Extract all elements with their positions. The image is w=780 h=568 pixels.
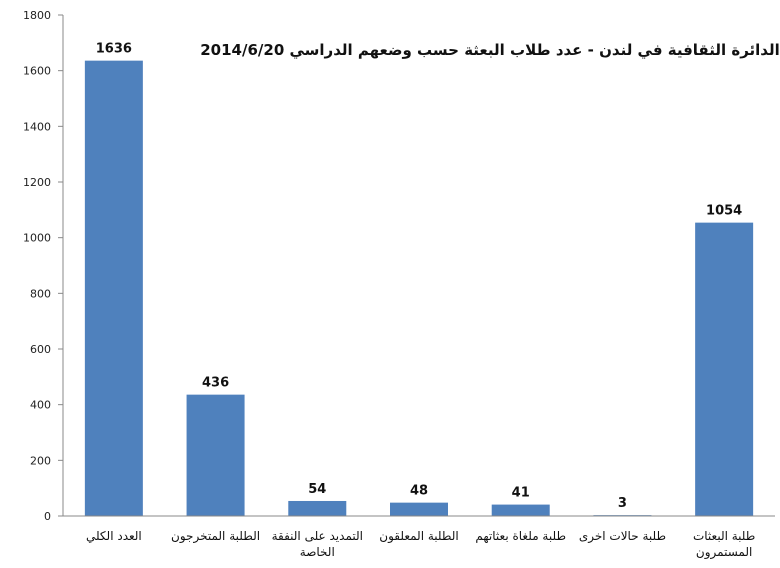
bar (695, 222, 754, 517)
data-label: 1054 (706, 204, 742, 219)
category-label: طلبة ملغاة بعثاتهم (475, 529, 566, 543)
category-label: طلبة البعثات المستمرون (693, 529, 755, 560)
data-label: 436 (202, 376, 229, 391)
bar (84, 60, 143, 516)
y-tick-label: 1200 (23, 176, 51, 189)
x-axis: العدد الكلي الطلبة المتخرجون التمديد على ا… (63, 515, 775, 560)
category-label: الطلبة المتخرجون (171, 529, 260, 544)
category-label: التمديد على النفقة الخاصة (272, 529, 363, 559)
data-label: 1636 (96, 42, 132, 57)
data-label: 54 (308, 482, 326, 497)
bars: 1636 436 54 48 41 3 1054 (84, 42, 754, 517)
data-label: 3 (618, 496, 627, 511)
y-tick-label: 1000 (23, 232, 51, 245)
y-tick-label: 0 (44, 510, 51, 523)
category-label: الطلبة المعلقون (379, 529, 458, 544)
y-tick-label: 600 (30, 343, 51, 356)
bar (186, 394, 245, 516)
data-label: 41 (512, 486, 530, 501)
data-label: 48 (410, 484, 428, 499)
y-tick-label: 800 (30, 287, 51, 300)
category-label: طلبة حالات اخرى (579, 529, 666, 544)
y-axis: 0 200 400 600 800 1000 1200 1400 1600 1800 (23, 9, 64, 523)
category-label: العدد الكلي (86, 529, 142, 543)
chart-title: الدائرة الثقافية في لندن - عدد طلاب البع… (200, 41, 780, 59)
bar (390, 502, 448, 516)
bar (288, 500, 347, 516)
y-tick-label: 1600 (23, 65, 51, 78)
y-tick-label: 400 (30, 399, 51, 412)
bar (491, 504, 550, 516)
y-tick-label: 200 (30, 454, 51, 467)
y-tick-label: 1400 (23, 120, 51, 133)
y-tick-label: 1800 (23, 9, 51, 22)
